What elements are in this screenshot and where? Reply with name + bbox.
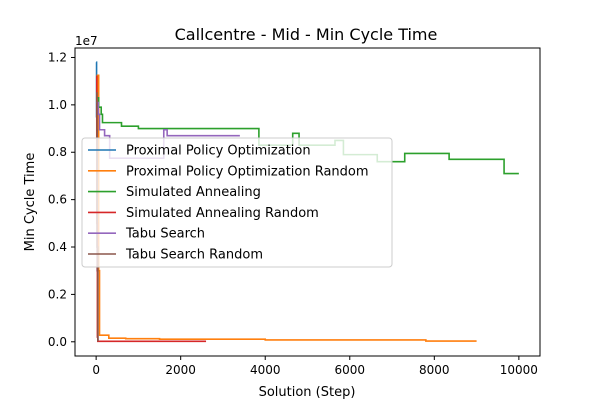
y-tick-label: 1.2: [48, 50, 67, 64]
y-tick-label: 0.4: [48, 240, 67, 254]
legend-box: [81, 137, 393, 268]
axes-frame: [74, 47, 541, 357]
legend: Proximal Policy Optimization Proximal Pol…: [81, 137, 393, 268]
legend-label-6: Tabu Search Random: [125, 248, 263, 263]
y-tick-label: 1.0: [48, 98, 67, 112]
y-tick-label: 0.2: [48, 287, 67, 301]
series-line-5: [96, 101, 240, 159]
chart-title: Callcentre - Mid - Min Cycle Time: [175, 25, 438, 44]
y-offset-label: 1e7: [75, 34, 98, 48]
legend-label-5: Tabu Search: [125, 227, 205, 242]
series-line-3: [96, 96, 519, 175]
y-tick-label: 0.6: [48, 193, 67, 207]
plot-frame: [74, 47, 541, 357]
y-axis-label: Min Cycle Time: [23, 153, 38, 252]
y-tick-label: 0.8: [48, 145, 67, 159]
x-axis-label: Solution (Step): [259, 385, 356, 400]
legend-label-3: Simulated Annealing: [126, 185, 261, 200]
x-tick-label: 6000: [334, 363, 365, 377]
y-tick-label: 0.0: [48, 335, 67, 349]
legend-label-2: Proximal Policy Optimization Random: [126, 164, 369, 179]
legend-label-1: Proximal Policy Optimization: [126, 144, 311, 159]
x-tick-label: 10000: [500, 363, 538, 377]
x-tick-label: 2000: [165, 363, 196, 377]
legend-label-4: Simulated Annealing Random: [126, 206, 319, 221]
series-line-2: [96, 74, 477, 342]
x-tick-label: 4000: [250, 363, 281, 377]
x-tick-label: 8000: [419, 363, 450, 377]
x-tick-label: 0: [92, 363, 100, 377]
axis-ticks: 0 2000 4000 6000 8000 10000 0.0 0.2 0.4 0.6 0.8 1.0…: [48, 50, 538, 377]
